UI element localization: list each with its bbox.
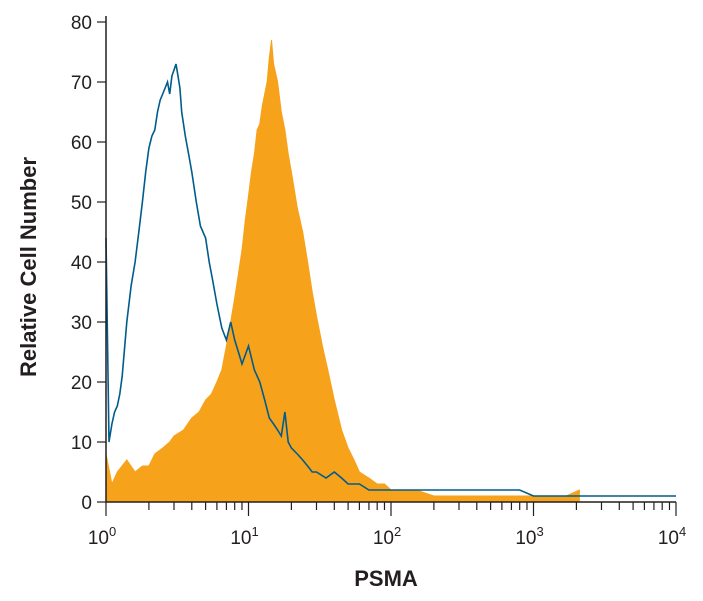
histogram-series-layer xyxy=(105,39,676,503)
x-axis-ticks: 100 101 102 103 104 xyxy=(88,502,686,549)
y-tick-label: 70 xyxy=(71,73,92,94)
histogram-filled-series xyxy=(105,39,580,503)
x-tick-label: 101 xyxy=(230,524,258,549)
x-tick-label: 100 xyxy=(88,524,116,549)
x-axis-title: PSMA xyxy=(354,566,418,591)
y-tick-label: 50 xyxy=(71,193,92,214)
y-tick-label: 10 xyxy=(71,433,92,454)
y-axis-title: Relative Cell Number xyxy=(16,157,41,378)
y-tick-label: 40 xyxy=(71,253,92,274)
x-tick-label: 104 xyxy=(658,524,686,549)
y-tick-label: 80 xyxy=(71,13,92,34)
x-tick-label: 103 xyxy=(515,524,543,549)
y-axis-ticks: 0 10 20 30 40 50 60 70 80 xyxy=(71,13,106,514)
x-tick-label: 102 xyxy=(373,524,401,549)
y-tick-label: 20 xyxy=(71,373,92,394)
y-tick-label: 0 xyxy=(81,493,92,514)
y-tick-label: 60 xyxy=(71,133,92,154)
histogram-outline-series xyxy=(105,63,676,497)
y-tick-label: 30 xyxy=(71,313,92,334)
